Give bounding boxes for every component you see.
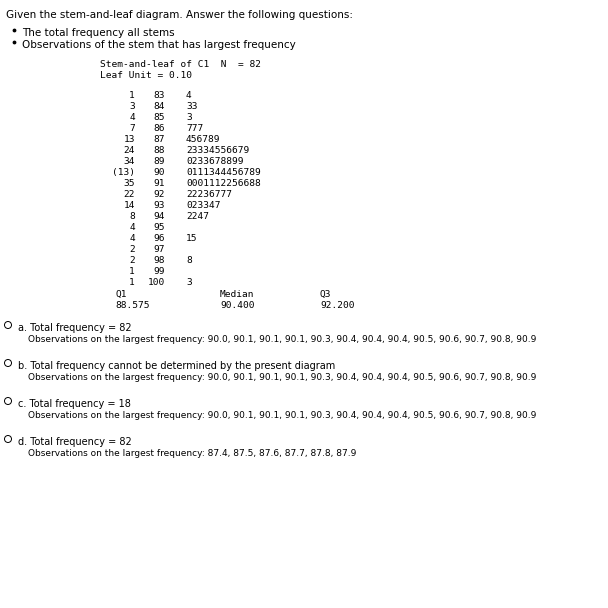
Text: 100: 100 — [148, 278, 165, 287]
Text: 2: 2 — [130, 245, 135, 254]
Text: Observations on the largest frequency: 87.4, 87.5, 87.6, 87.7, 87.8, 87.9: Observations on the largest frequency: 8… — [28, 449, 356, 458]
Text: 4: 4 — [186, 91, 192, 100]
Text: 22236777: 22236777 — [186, 190, 232, 199]
Text: 4: 4 — [130, 223, 135, 232]
Text: 89: 89 — [153, 157, 165, 166]
Text: b. Total frequency cannot be determined by the present diagram: b. Total frequency cannot be determined … — [18, 361, 335, 371]
Text: 2: 2 — [130, 256, 135, 265]
Text: Given the stem-and-leaf diagram. Answer the following questions:: Given the stem-and-leaf diagram. Answer … — [6, 10, 353, 20]
Text: 83: 83 — [153, 91, 165, 100]
Text: 85: 85 — [153, 113, 165, 122]
Text: 777: 777 — [186, 124, 203, 133]
Text: 023347: 023347 — [186, 201, 221, 210]
Text: 92.200: 92.200 — [320, 301, 354, 310]
Text: Q1: Q1 — [115, 290, 126, 299]
Text: Leaf Unit = 0.10: Leaf Unit = 0.10 — [100, 71, 192, 80]
Text: Observations on the largest frequency: 90.0, 90.1, 90.1, 90.1, 90.3, 90.4, 90.4,: Observations on the largest frequency: 9… — [28, 411, 536, 420]
Text: 95: 95 — [153, 223, 165, 232]
Text: 88.575: 88.575 — [115, 301, 150, 310]
Text: 3: 3 — [186, 113, 192, 122]
Text: 8: 8 — [130, 212, 135, 221]
Text: 1: 1 — [130, 278, 135, 287]
Text: (13): (13) — [112, 168, 135, 177]
Text: 97: 97 — [153, 245, 165, 254]
Text: 8: 8 — [186, 256, 192, 265]
Text: 456789: 456789 — [186, 135, 221, 144]
Text: Observations on the largest frequency: 90.0, 90.1, 90.1, 90.1, 90.3, 90.4, 90.4,: Observations on the largest frequency: 9… — [28, 335, 536, 344]
Text: 90: 90 — [153, 168, 165, 177]
Text: 1: 1 — [130, 91, 135, 100]
Text: d. Total frequency = 82: d. Total frequency = 82 — [18, 437, 132, 447]
Text: 3: 3 — [130, 102, 135, 111]
Text: 15: 15 — [186, 234, 198, 243]
Text: 0001112256688: 0001112256688 — [186, 179, 261, 188]
Text: 99: 99 — [153, 267, 165, 276]
Text: 98: 98 — [153, 256, 165, 265]
Text: a. Total frequency = 82: a. Total frequency = 82 — [18, 323, 131, 333]
Text: Observations of the stem that has largest frequency: Observations of the stem that has larges… — [22, 40, 295, 50]
Text: Median: Median — [220, 290, 255, 299]
Text: The total frequency all stems: The total frequency all stems — [22, 28, 174, 38]
Text: 84: 84 — [153, 102, 165, 111]
Text: 23334556679: 23334556679 — [186, 146, 249, 155]
Text: Q3: Q3 — [320, 290, 331, 299]
Text: 24: 24 — [123, 146, 135, 155]
Text: 94: 94 — [153, 212, 165, 221]
Text: 3: 3 — [186, 278, 192, 287]
Text: c. Total frequency = 18: c. Total frequency = 18 — [18, 399, 131, 409]
Text: 4: 4 — [130, 113, 135, 122]
Text: Stem-and-leaf of C1  N  = 82: Stem-and-leaf of C1 N = 82 — [100, 60, 261, 69]
Text: 14: 14 — [123, 201, 135, 210]
Text: 7: 7 — [130, 124, 135, 133]
Text: 22: 22 — [123, 190, 135, 199]
Text: 96: 96 — [153, 234, 165, 243]
Text: 91: 91 — [153, 179, 165, 188]
Text: 0111344456789: 0111344456789 — [186, 168, 261, 177]
Text: 0233678899: 0233678899 — [186, 157, 243, 166]
Text: 34: 34 — [123, 157, 135, 166]
Text: 13: 13 — [123, 135, 135, 144]
Text: 4: 4 — [130, 234, 135, 243]
Text: 87: 87 — [153, 135, 165, 144]
Text: 88: 88 — [153, 146, 165, 155]
Text: 33: 33 — [186, 102, 198, 111]
Text: 90.400: 90.400 — [220, 301, 255, 310]
Text: 2247: 2247 — [186, 212, 209, 221]
Text: 92: 92 — [153, 190, 165, 199]
Text: 35: 35 — [123, 179, 135, 188]
Text: 93: 93 — [153, 201, 165, 210]
Text: Observations on the largest frequency: 90.0, 90.1, 90.1, 90.1, 90.3, 90.4, 90.4,: Observations on the largest frequency: 9… — [28, 373, 536, 382]
Text: 1: 1 — [130, 267, 135, 276]
Text: 86: 86 — [153, 124, 165, 133]
